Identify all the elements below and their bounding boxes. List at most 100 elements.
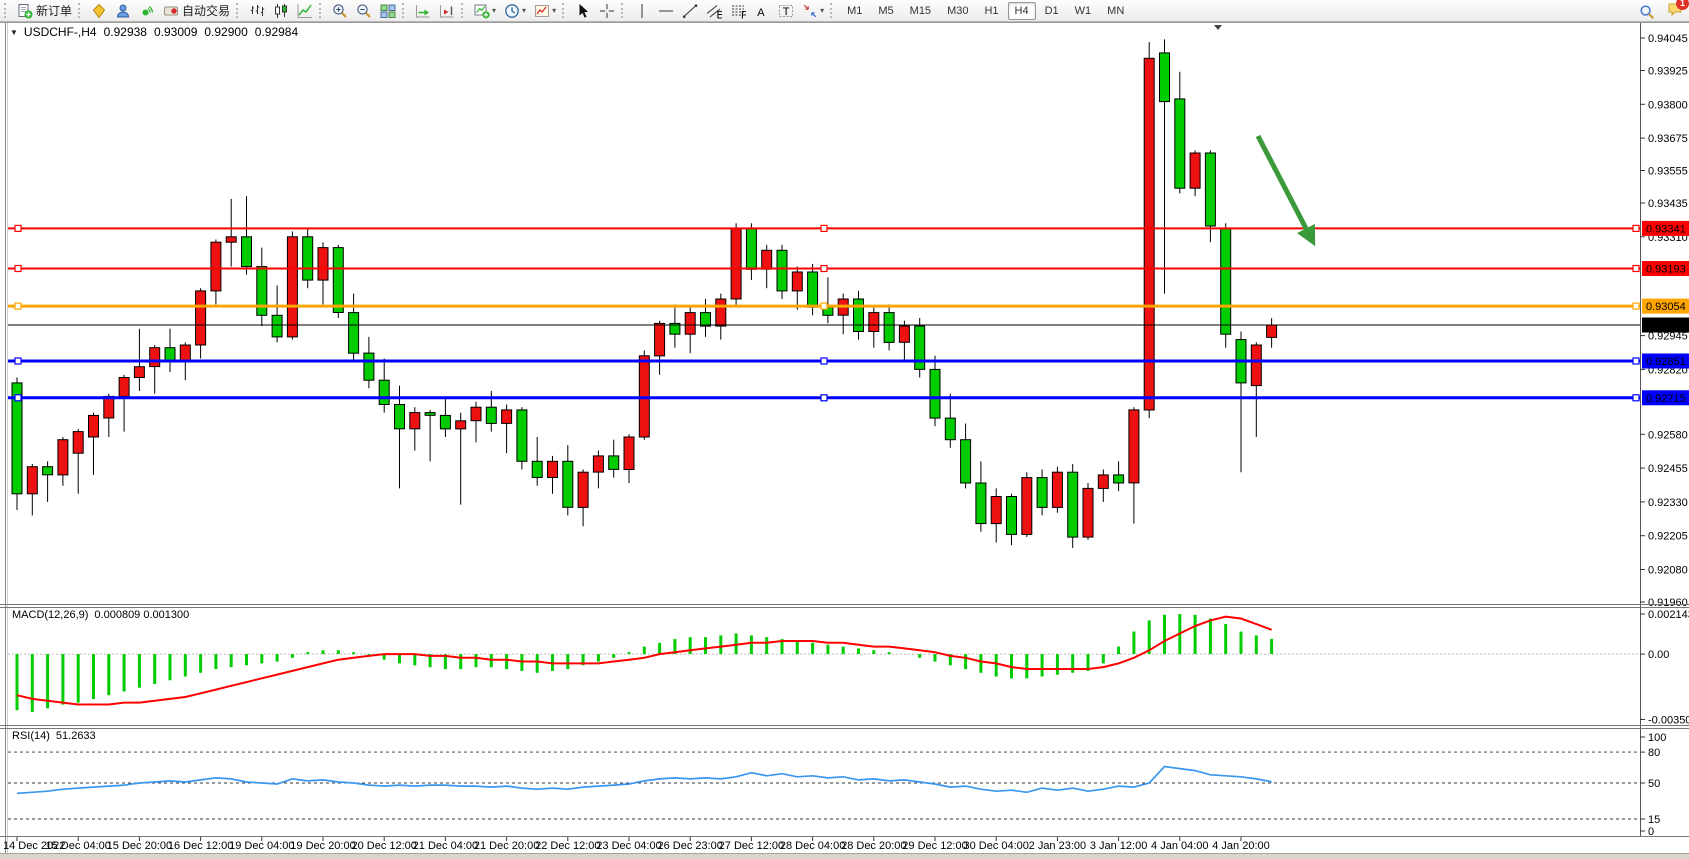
hline-0.93193[interactable] (8, 264, 1640, 273)
candle (577, 471, 589, 508)
timeframe-m15-button[interactable]: M15 (909, 4, 932, 17)
line-handle[interactable] (14, 224, 22, 232)
line-handle[interactable] (14, 394, 22, 402)
new-order-button[interactable]: 新订单 (13, 0, 76, 21)
candle (1174, 98, 1186, 189)
price-tick-label: 0.92080 (1648, 565, 1688, 577)
candle (715, 298, 727, 327)
chart-shift-button[interactable] (435, 0, 459, 21)
line-handle[interactable] (820, 264, 828, 273)
cursor-icon (579, 3, 589, 18)
pane-separators[interactable] (0, 604, 1689, 837)
svg-text:0.93054: 0.93054 (1646, 301, 1686, 313)
line-handle[interactable] (820, 224, 828, 232)
line-handle[interactable] (1632, 224, 1640, 232)
templates-button[interactable]: ▾ (530, 0, 560, 21)
autotrading-button[interactable]: 自动交易 (159, 0, 234, 21)
hline-0.93054[interactable] (8, 302, 1640, 310)
toolbar-grip[interactable] (461, 3, 466, 18)
bar-chart-button[interactable] (245, 0, 269, 21)
timeframe-mn-button[interactable]: MN (1107, 4, 1125, 17)
signals-button[interactable] (135, 0, 159, 21)
cursor-button[interactable] (571, 0, 595, 21)
fibonacci-button[interactable]: F (726, 0, 750, 21)
chart-menu-icon[interactable]: ▼ (10, 28, 18, 37)
text-label-icon: T (779, 4, 794, 18)
candle (562, 460, 574, 508)
line-handle[interactable] (14, 264, 22, 273)
signals-icon (142, 5, 154, 15)
toolbar-grip[interactable] (562, 3, 567, 18)
arrows-button[interactable]: ▾ (798, 0, 828, 21)
trendline-button[interactable] (678, 0, 702, 21)
timeframe-w1-button[interactable]: W1 (1074, 4, 1092, 17)
line-handle[interactable] (1632, 357, 1640, 365)
indicators-button[interactable]: ▾ (470, 0, 500, 21)
candle (103, 395, 115, 419)
toolbar-grip[interactable] (402, 3, 407, 18)
indicators-dropdown-caret[interactable]: ▾ (492, 6, 497, 15)
line-handle[interactable] (820, 302, 828, 310)
timeframe-m30-button[interactable]: M30 (947, 4, 969, 17)
quotes-button[interactable] (87, 0, 111, 21)
arrows-dropdown-caret[interactable]: ▾ (820, 6, 825, 15)
toolbar: 新订单 自动交易 ▾ ▾ ▾ E F A T ▾ M1 M5 M15 M30 H1 H4 D1 W1 MN 1 (0, 0, 1689, 22)
line-handle[interactable] (14, 357, 22, 365)
candle (1250, 344, 1262, 387)
price-tick-label: 0.92945 (1648, 331, 1688, 343)
line-handle[interactable] (14, 302, 22, 310)
hline-0.92851[interactable] (8, 357, 1640, 365)
autotrading-icon (164, 6, 179, 15)
timeframe-d1-button[interactable]: D1 (1044, 4, 1059, 17)
timeframe-m5-button[interactable]: M5 (878, 4, 894, 17)
zoom-out-button[interactable] (352, 0, 376, 21)
channel-button[interactable]: E (702, 0, 726, 21)
text-label-button[interactable]: T (774, 0, 798, 21)
toolbar-grip[interactable] (830, 3, 835, 18)
line-handle[interactable] (1632, 394, 1640, 402)
periods-icon (505, 3, 519, 18)
chart-shift-marker[interactable] (1214, 25, 1222, 30)
tile-windows-button[interactable] (376, 0, 400, 21)
line-handle[interactable] (820, 357, 828, 365)
annotation-arrow[interactable] (1255, 134, 1316, 247)
timeframe-h4-button[interactable]: H4 (1007, 1, 1036, 20)
candle (975, 482, 987, 525)
line-handle[interactable] (820, 394, 828, 402)
timeframe-h1-button[interactable]: H1 (984, 4, 999, 17)
line-handle[interactable] (1632, 302, 1640, 310)
periods-dropdown-caret[interactable]: ▾ (522, 6, 527, 15)
candle (470, 406, 482, 422)
crosshair-button[interactable] (595, 0, 619, 21)
toolbar-grip[interactable] (621, 3, 626, 18)
toolbar-grip[interactable] (236, 3, 241, 18)
search-button[interactable] (1635, 1, 1659, 22)
candle (210, 241, 222, 292)
hline-0.93341[interactable] (8, 224, 1640, 232)
zoom-in-button[interactable] (328, 0, 352, 21)
candle (501, 409, 513, 424)
candle (1006, 496, 1017, 535)
toolbar-grip[interactable] (78, 3, 83, 18)
auto-scroll-button[interactable] (411, 0, 435, 21)
toolbar-grip[interactable] (319, 3, 324, 18)
candle-chart-button[interactable] (269, 0, 293, 21)
candle (791, 271, 803, 292)
chat-button[interactable]: 1 (1667, 0, 1689, 22)
periods-button[interactable]: ▾ (500, 0, 530, 21)
line-chart-button[interactable] (293, 0, 317, 21)
templates-dropdown-caret[interactable]: ▾ (552, 6, 557, 15)
bar-chart-icon (250, 4, 265, 16)
hline-button[interactable] (654, 0, 678, 21)
hline-0.92715[interactable] (8, 394, 1640, 402)
zoom-out-icon (357, 3, 371, 18)
line-handle[interactable] (1632, 264, 1640, 273)
toolbar-grip[interactable] (4, 3, 9, 18)
text-button[interactable]: A (750, 0, 774, 21)
vline-button[interactable] (630, 0, 654, 21)
candle (149, 347, 161, 368)
timeframe-m1-button[interactable]: M1 (847, 4, 863, 17)
profile-button[interactable] (111, 0, 135, 21)
